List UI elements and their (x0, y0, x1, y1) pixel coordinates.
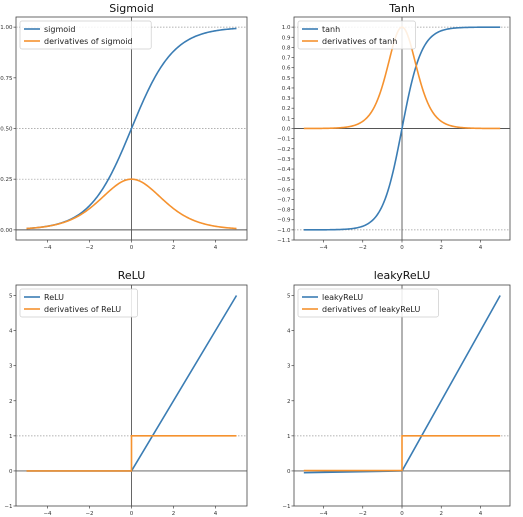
y-tick-label: 1.0 (282, 25, 291, 31)
y-tick-label: −0.2 (277, 147, 290, 153)
legend-label-2: derivatives of ReLU (44, 305, 121, 314)
y-tick-label: 0.9 (282, 35, 291, 41)
y-tick-label: −0.7 (277, 197, 291, 203)
legend-label-2: derivatives of leakyReLU (322, 305, 420, 314)
y-tick-label: −1 (282, 504, 290, 510)
x-tick-label: 4 (214, 511, 218, 517)
chart-sigmoid: −4 −2 0 2 4 0.00 0.25 0.50 0.75 1.00 Sigmoid sigmoi… (0, 2, 248, 251)
x-tick-label: 0 (130, 511, 134, 517)
series-line-2 (26, 435, 237, 472)
y-tick-label: −0.6 (277, 187, 291, 193)
y-tick-label: 0.2 (282, 106, 291, 112)
x-tick-label: 4 (479, 245, 483, 251)
x-tick-label: −2 (359, 245, 367, 251)
y-tick-label: 4 (9, 329, 13, 335)
chart-title: ReLU (118, 269, 146, 282)
y-tick-label: 5 (287, 294, 291, 300)
x-tick-label: 4 (479, 511, 483, 517)
x-tick-label: −2 (85, 245, 93, 251)
y-tick-label: 0.5 (282, 76, 291, 82)
y-tick-label: 3 (9, 364, 13, 370)
chart-title: Tanh (388, 2, 415, 15)
x-tick-label: −2 (85, 511, 93, 517)
series-line-2 (303, 435, 501, 472)
y-tick-label: −0.4 (277, 167, 291, 173)
y-tick-label: 0.00 (0, 228, 13, 234)
x-tick-label: 2 (172, 245, 176, 251)
y-tick-label: 0 (287, 469, 291, 475)
y-tick-label: 0.75 (0, 76, 13, 82)
x-tick-label: −4 (319, 511, 328, 517)
series-line-1 (303, 26, 501, 231)
x-tick-label: −4 (43, 511, 52, 517)
series-line-2 (26, 178, 237, 230)
y-tick-label: 1 (9, 434, 13, 440)
legend: tanh derivatives of tanh (297, 20, 416, 50)
y-tick-label: −0.9 (277, 218, 291, 224)
y-tick-label: 4 (287, 329, 291, 335)
chart-tanh: −4 −2 0 2 4 −1.1 −1.0 −0.9 −0.8 −0.7 −0.6 −0.5 −0.4 −… (277, 2, 511, 251)
legend-box (297, 20, 416, 50)
x-tick-label: 0 (130, 245, 134, 251)
y-tick-label: −1.1 (277, 238, 290, 244)
legend: leakyReLU derivatives of leakyReLU (297, 288, 439, 318)
x-tick-label: 2 (440, 511, 444, 517)
y-tick-label: 1 (287, 434, 291, 440)
y-tick-label: 0.4 (282, 86, 291, 92)
y-tick-label: −1.0 (277, 228, 291, 234)
legend-box (19, 288, 138, 318)
legend-label-1: ReLU (44, 293, 64, 302)
x-tick-label: −4 (43, 245, 52, 251)
y-tick-label: 0.7 (282, 56, 291, 62)
x-tick-label: 4 (214, 245, 218, 251)
y-tick-label: 3 (287, 364, 291, 370)
x-tick-label: 2 (440, 245, 444, 251)
y-tick-label: 0.50 (0, 127, 13, 133)
legend-label-1: sigmoid (44, 25, 75, 34)
y-tick-label: −0.1 (277, 137, 290, 143)
chart-leaky-relu: −4 −2 0 2 4 −1 0 1 2 3 4 5 leakyReLU leakyReLU derivat… (282, 269, 511, 517)
y-tick-label: 2 (287, 399, 291, 405)
y-tick-label: 5 (9, 294, 13, 300)
y-tick-label: 0.1 (282, 116, 291, 122)
legend: ReLU derivatives of ReLU (19, 288, 138, 318)
y-tick-label: −0.5 (277, 177, 291, 183)
legend-label-1: leakyReLU (322, 293, 363, 302)
x-tick-label: 0 (400, 245, 404, 251)
y-tick-label: 2 (9, 399, 13, 405)
chart-title: leakyReLU (374, 269, 431, 282)
y-tick-label: −0.8 (277, 208, 291, 214)
x-tick-label: 2 (172, 511, 176, 517)
y-tick-label: 0.3 (282, 96, 291, 102)
y-tick-label: 0.0 (282, 127, 291, 133)
legend-label-1: tanh (322, 25, 340, 34)
x-tick-label: 0 (400, 511, 404, 517)
legend-box (297, 288, 439, 318)
legend-box (19, 20, 152, 50)
y-tick-label: −1 (4, 504, 12, 510)
x-tick-label: −2 (359, 511, 367, 517)
x-tick-label: −4 (319, 245, 328, 251)
y-tick-label: 0.6 (282, 66, 291, 72)
y-tick-label: 1.00 (0, 25, 13, 31)
chart-relu: −4 −2 0 2 4 −1 0 1 2 3 4 5 ReLU ReLU derivatives of Re… (4, 269, 248, 517)
legend: sigmoid derivatives of sigmoid (19, 20, 152, 50)
chart-title: Sigmoid (109, 2, 154, 15)
y-tick-label: 0.8 (282, 45, 291, 51)
y-tick-label: −0.3 (277, 157, 291, 163)
y-tick-label: 0 (9, 469, 13, 475)
legend-label-2: derivatives of tanh (322, 37, 397, 46)
y-tick-label: 0.25 (0, 177, 13, 183)
legend-label-2: derivatives of sigmoid (44, 37, 133, 46)
